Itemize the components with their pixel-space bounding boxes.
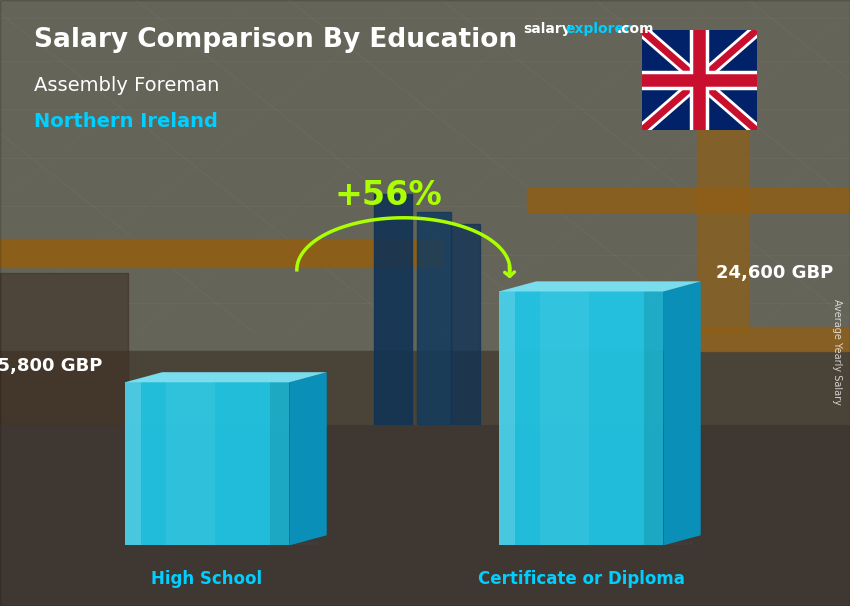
Text: Northern Ireland: Northern Ireland [34, 112, 218, 131]
Polygon shape [499, 281, 700, 291]
Bar [527, 188, 850, 212]
Polygon shape [269, 382, 289, 545]
Text: explorer: explorer [565, 22, 631, 36]
Bar [374, 194, 412, 424]
Text: 24,600 GBP: 24,600 GBP [716, 264, 833, 282]
Polygon shape [125, 382, 141, 545]
Polygon shape [125, 382, 289, 545]
Polygon shape [499, 291, 663, 545]
Polygon shape [643, 291, 663, 545]
Polygon shape [289, 372, 326, 545]
Bar [0, 351, 850, 424]
Polygon shape [499, 541, 694, 549]
Bar [697, 327, 850, 351]
Text: +56%: +56% [335, 179, 442, 212]
Polygon shape [540, 291, 589, 545]
Text: .com: .com [616, 22, 654, 36]
Bar [0, 273, 128, 424]
Text: Average Yearly Salary: Average Yearly Salary [832, 299, 842, 404]
Polygon shape [663, 281, 700, 545]
Text: High School: High School [151, 570, 263, 588]
Bar [416, 212, 450, 424]
Polygon shape [166, 382, 215, 545]
Bar [0, 424, 850, 606]
Bar [450, 224, 480, 424]
Polygon shape [499, 291, 515, 545]
Text: 15,800 GBP: 15,800 GBP [0, 358, 102, 375]
Bar [0, 239, 442, 267]
Text: Certificate or Diploma: Certificate or Diploma [478, 570, 684, 588]
Text: Salary Comparison By Education: Salary Comparison By Education [34, 27, 517, 53]
Bar [0, 0, 850, 351]
Text: salary: salary [523, 22, 570, 36]
Polygon shape [642, 30, 756, 130]
Text: Assembly Foreman: Assembly Foreman [34, 76, 219, 95]
Bar [697, 91, 748, 333]
Polygon shape [125, 372, 326, 382]
Polygon shape [125, 541, 320, 549]
